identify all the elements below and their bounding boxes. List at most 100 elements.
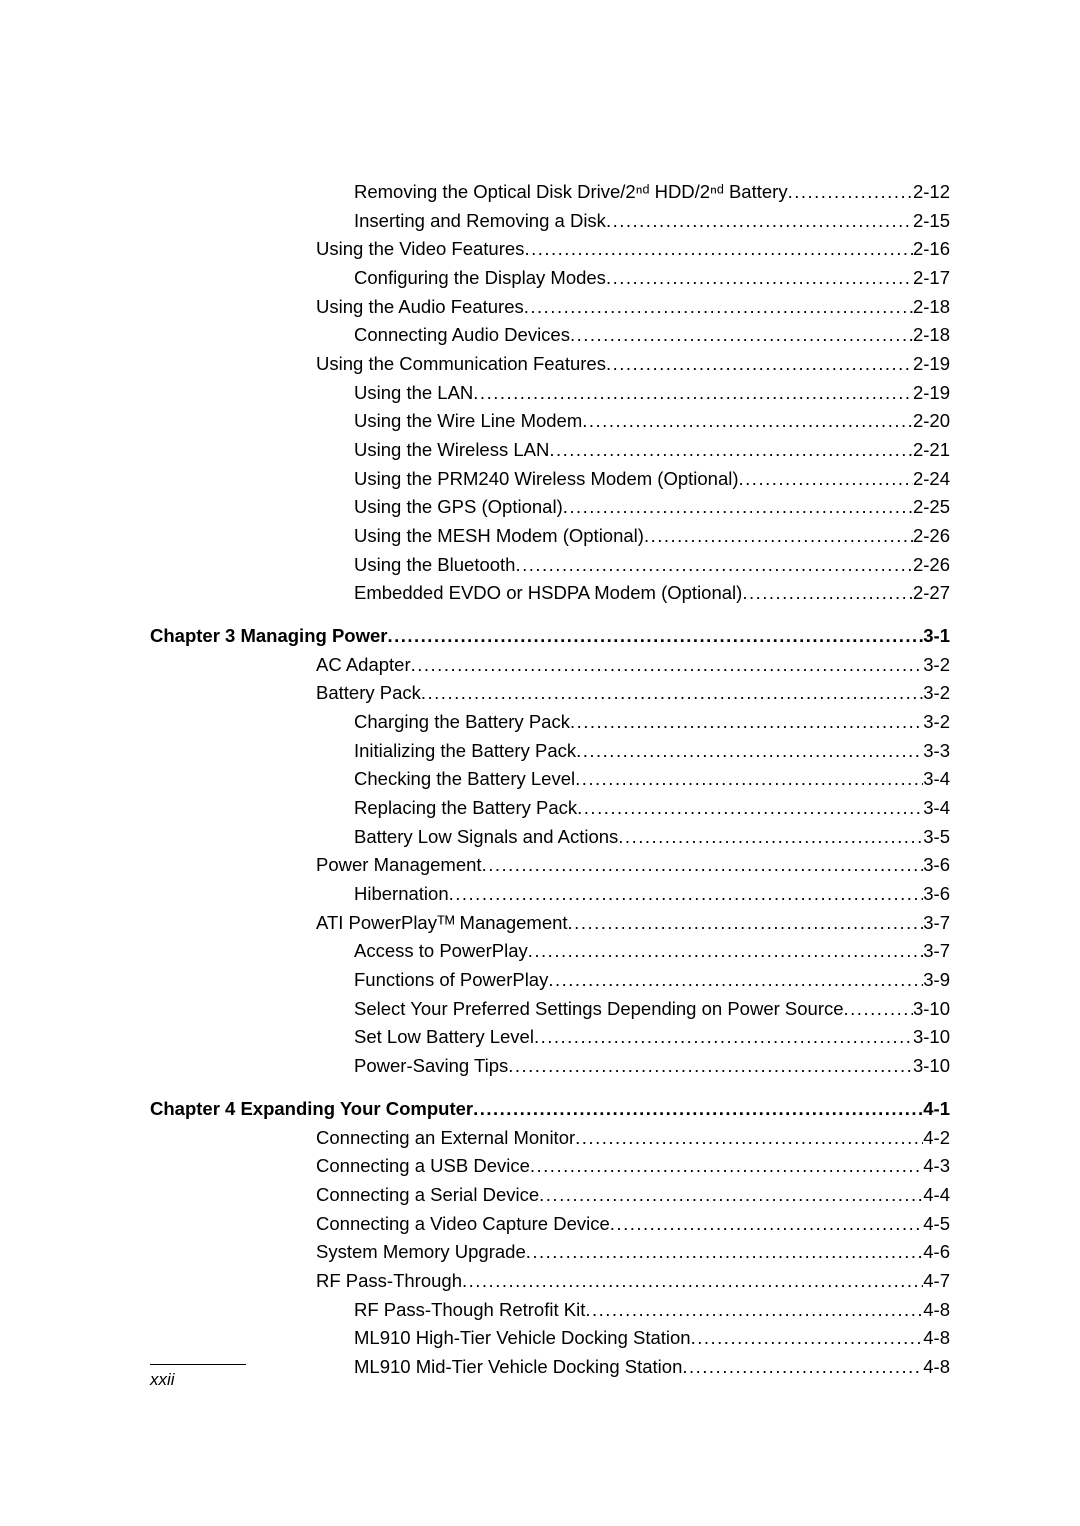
toc-line-label: ATI PowerPlayᵀᴹ Management bbox=[316, 909, 568, 938]
toc-line-leader bbox=[411, 651, 924, 680]
toc-line-page: 2-19 bbox=[913, 379, 950, 408]
toc-line: Connecting a USB Device4-3 bbox=[150, 1152, 950, 1181]
toc-line-label: Using the Communication Features bbox=[316, 350, 606, 379]
toc-line: Embedded EVDO or HSDPA Modem (Optional) 2… bbox=[150, 579, 950, 608]
toc-line: Initializing the Battery Pack3-3 bbox=[150, 737, 950, 766]
table-of-contents: Removing the Optical Disk Drive/2ⁿᵈ HDD/… bbox=[150, 178, 950, 1382]
toc-line: Using the LAN 2-19 bbox=[150, 379, 950, 408]
toc-line-page: 2-27 bbox=[913, 579, 950, 608]
toc-line-leader bbox=[606, 207, 913, 236]
toc-line-leader bbox=[644, 522, 913, 551]
toc-line: Connecting an External Monitor4-2 bbox=[150, 1124, 950, 1153]
toc-line-leader bbox=[524, 235, 913, 264]
toc-line-label: Using the Wireless LAN bbox=[354, 436, 549, 465]
toc-line-label: ML910 High-Tier Vehicle Docking Station bbox=[354, 1324, 691, 1353]
toc-line-leader bbox=[449, 880, 924, 909]
toc-line-label: Embedded EVDO or HSDPA Modem (Optional) bbox=[354, 579, 742, 608]
toc-line-page: 2-18 bbox=[913, 321, 950, 350]
toc-line-label: System Memory Upgrade bbox=[316, 1238, 526, 1267]
toc-line: ML910 High-Tier Vehicle Docking Station4… bbox=[150, 1324, 950, 1353]
toc-line-leader bbox=[563, 493, 913, 522]
toc-line: Using the Bluetooth2-26 bbox=[150, 551, 950, 580]
toc-line-page: 4-2 bbox=[923, 1124, 950, 1153]
toc-line-label: Configuring the Display Modes bbox=[354, 264, 606, 293]
toc-line: Hibernation 3-6 bbox=[150, 880, 950, 909]
toc-line-label: Chapter 3 Managing Power bbox=[150, 622, 387, 651]
toc-line-page: 4-8 bbox=[923, 1296, 950, 1325]
toc-line-leader bbox=[576, 737, 923, 766]
toc-line-label: ML910 Mid-Tier Vehicle Docking Station bbox=[354, 1353, 682, 1382]
toc-line-page: 4-3 bbox=[923, 1152, 950, 1181]
toc-line-page: 2-18 bbox=[913, 293, 950, 322]
toc-line: Using the Video Features 2-16 bbox=[150, 235, 950, 264]
toc-line-label: Set Low Battery Level bbox=[354, 1023, 534, 1052]
toc-line-page: 3-7 bbox=[923, 937, 950, 966]
toc-line-leader bbox=[570, 321, 913, 350]
toc-line: Access to PowerPlay3-7 bbox=[150, 937, 950, 966]
toc-line: Using the Wire Line Modem2-20 bbox=[150, 407, 950, 436]
toc-line-label: Power Management bbox=[316, 851, 482, 880]
toc-line-label: Functions of PowerPlay bbox=[354, 966, 548, 995]
toc-line-leader bbox=[618, 823, 923, 852]
toc-line-leader bbox=[568, 909, 924, 938]
toc-line: ML910 Mid-Tier Vehicle Docking Station4-… bbox=[150, 1353, 950, 1382]
toc-line-page: 3-5 bbox=[923, 823, 950, 852]
toc-line-label: Connecting Audio Devices bbox=[354, 321, 570, 350]
toc-line-leader bbox=[387, 622, 923, 651]
toc-line-label: Removing the Optical Disk Drive/2ⁿᵈ HDD/… bbox=[354, 178, 788, 207]
toc-line: Chapter 4 Expanding Your Computer4-1 bbox=[150, 1095, 950, 1124]
toc-line-leader bbox=[575, 1124, 923, 1153]
toc-line-label: AC Adapter bbox=[316, 651, 411, 680]
section-gap bbox=[150, 1081, 950, 1095]
toc-line-label: Chapter 4 Expanding Your Computer bbox=[150, 1095, 473, 1124]
toc-line-leader bbox=[508, 1052, 913, 1081]
toc-line-leader bbox=[473, 1095, 923, 1124]
toc-line-page: 2-26 bbox=[913, 551, 950, 580]
toc-line: Connecting a Video Capture Device4-5 bbox=[150, 1210, 950, 1239]
toc-line: AC Adapter3-2 bbox=[150, 651, 950, 680]
toc-line-leader bbox=[610, 1210, 923, 1239]
toc-line-leader bbox=[482, 851, 924, 880]
toc-line-leader bbox=[577, 794, 923, 823]
toc-line-leader bbox=[524, 293, 913, 322]
toc-line-label: Using the PRM240 Wireless Modem (Optiona… bbox=[354, 465, 739, 494]
toc-line-label: Using the Video Features bbox=[316, 235, 524, 264]
toc-line-leader bbox=[844, 995, 913, 1024]
toc-line-leader bbox=[691, 1324, 924, 1353]
toc-line: Power-Saving Tips3-10 bbox=[150, 1052, 950, 1081]
footer-rule bbox=[150, 1364, 246, 1365]
toc-line: ATI PowerPlayᵀᴹ Management3-7 bbox=[150, 909, 950, 938]
toc-line-label: Using the MESH Modem (Optional) bbox=[354, 522, 644, 551]
toc-line-label: Initializing the Battery Pack bbox=[354, 737, 576, 766]
toc-line-leader bbox=[682, 1353, 923, 1382]
toc-line: Inserting and Removing a Disk 2-15 bbox=[150, 207, 950, 236]
toc-line-leader bbox=[473, 379, 913, 408]
toc-line: Using the Audio Features2-18 bbox=[150, 293, 950, 322]
toc-line-page: 3-4 bbox=[923, 794, 950, 823]
toc-line: RF Pass-Through4-7 bbox=[150, 1267, 950, 1296]
toc-line-page: 2-21 bbox=[913, 436, 950, 465]
toc-line: Select Your Preferred Settings Depending… bbox=[150, 995, 950, 1024]
toc-line-page: 3-10 bbox=[913, 1023, 950, 1052]
toc-line-label: Inserting and Removing a Disk bbox=[354, 207, 606, 236]
toc-line: Checking the Battery Level3-4 bbox=[150, 765, 950, 794]
toc-line-page: 3-6 bbox=[923, 880, 950, 909]
toc-line-leader bbox=[530, 1152, 923, 1181]
toc-line: Using the PRM240 Wireless Modem (Optiona… bbox=[150, 465, 950, 494]
toc-line-label: Select Your Preferred Settings Depending… bbox=[354, 995, 844, 1024]
toc-line-label: Hibernation bbox=[354, 880, 449, 909]
toc-line-label: Using the GPS (Optional) bbox=[354, 493, 563, 522]
toc-line: Using the Communication Features 2-19 bbox=[150, 350, 950, 379]
toc-line: Using the Wireless LAN 2-21 bbox=[150, 436, 950, 465]
toc-line-page: 4-6 bbox=[923, 1238, 950, 1267]
toc-line-page: 2-15 bbox=[913, 207, 950, 236]
toc-line-leader bbox=[582, 407, 913, 436]
toc-line-page: 3-1 bbox=[923, 622, 950, 651]
toc-line-page: 2-19 bbox=[913, 350, 950, 379]
toc-line-leader bbox=[742, 579, 913, 608]
toc-line-page: 2-16 bbox=[913, 235, 950, 264]
toc-line-label: RF Pass-Though Retrofit Kit bbox=[354, 1296, 585, 1325]
toc-line-label: Using the LAN bbox=[354, 379, 473, 408]
toc-line-label: Using the Wire Line Modem bbox=[354, 407, 582, 436]
toc-line-leader bbox=[539, 1181, 923, 1210]
